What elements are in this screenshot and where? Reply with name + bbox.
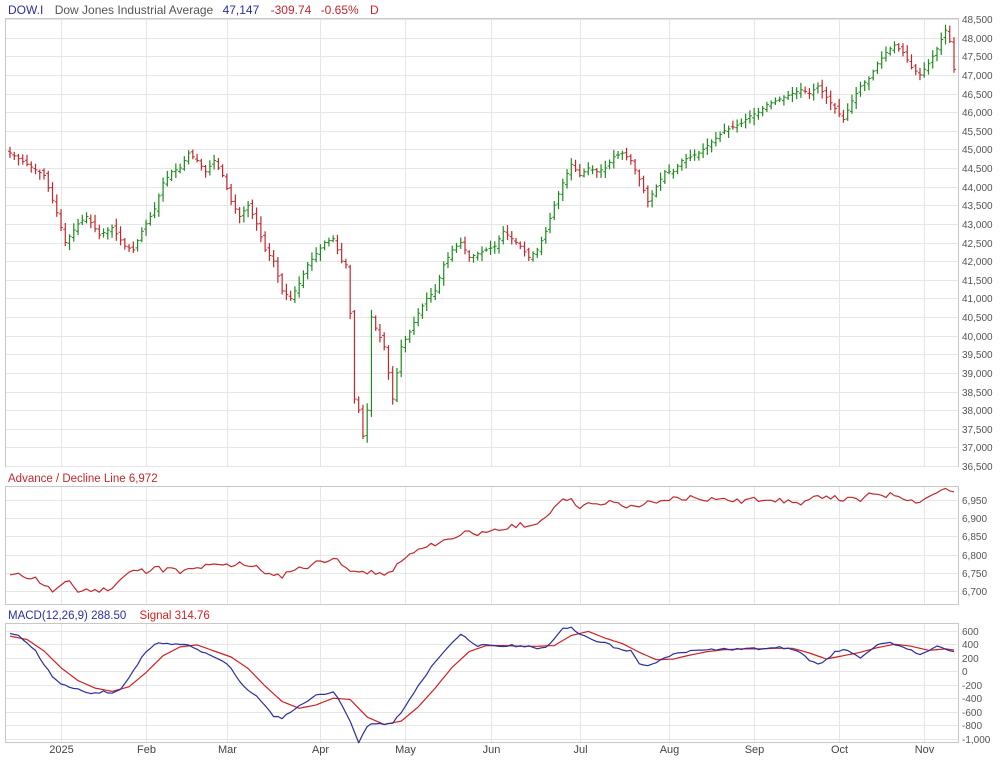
price-y-tick: 45,000 bbox=[962, 145, 993, 156]
macd-y-tick: 400 bbox=[962, 640, 979, 651]
price-y-tick: 47,500 bbox=[962, 52, 993, 63]
macd-panel-frame bbox=[5, 623, 959, 743]
macd-y-tick: -1,000 bbox=[962, 735, 991, 746]
price-y-tick: 38,500 bbox=[962, 388, 993, 399]
last-price: 47,147 bbox=[223, 3, 260, 17]
price-y-tick: 48,500 bbox=[962, 15, 993, 26]
price-y-tick: 46,000 bbox=[962, 108, 993, 119]
price-y-tick: 41,000 bbox=[962, 294, 993, 305]
price-y-tick: 44,500 bbox=[962, 164, 993, 175]
x-tick: 2025 bbox=[49, 744, 73, 756]
x-tick: Apr bbox=[312, 744, 329, 756]
macd-y-tick: 600 bbox=[962, 627, 979, 638]
macd-layer bbox=[9, 626, 955, 744]
macd-y-tick: -200 bbox=[962, 681, 982, 692]
x-tick: Nov bbox=[915, 744, 935, 756]
x-tick: Jun bbox=[483, 744, 501, 756]
x-tick: Sep bbox=[745, 744, 765, 756]
signal-label: Signal 314.76 bbox=[139, 610, 209, 622]
price-y-tick: 37,500 bbox=[962, 425, 993, 436]
price-y-tick: 37,000 bbox=[962, 443, 993, 454]
ad-line bbox=[9, 487, 955, 593]
macd-label: MACD(12,26,9) 288.50 bbox=[8, 610, 126, 622]
price-y-tick: 43,500 bbox=[962, 201, 993, 212]
chart-header: DOW.I Dow Jones Industrial Average 47,14… bbox=[8, 3, 379, 17]
price-y-tick: 39,500 bbox=[962, 350, 993, 361]
ad-y-tick: 6,950 bbox=[962, 496, 987, 507]
macd-line bbox=[9, 626, 955, 744]
grid-layer bbox=[6, 19, 958, 742]
ad-y-tick: 6,700 bbox=[962, 587, 987, 598]
symbol-label: DOW.I bbox=[8, 3, 43, 17]
x-tick: Aug bbox=[660, 744, 680, 756]
signal-line bbox=[9, 630, 955, 726]
macd-y-tick: 0 bbox=[962, 667, 968, 678]
period-label: D bbox=[370, 3, 379, 17]
y-tick-labels: 36,500 37,000 37,500 38,000 38,500 39,000 39,5… bbox=[962, 15, 993, 746]
macd-y-tick: -600 bbox=[962, 708, 982, 719]
ad-y-tick: 6,750 bbox=[962, 569, 987, 580]
macd-y-tick: -400 bbox=[962, 694, 982, 705]
macd-y-tick: -800 bbox=[962, 721, 982, 732]
index-name: Dow Jones Industrial Average bbox=[55, 3, 214, 17]
price-y-tick: 36,500 bbox=[962, 462, 993, 473]
price-y-tick: 38,000 bbox=[962, 406, 993, 417]
price-y-tick: 42,500 bbox=[962, 239, 993, 250]
price-y-tick: 41,500 bbox=[962, 276, 993, 287]
price-y-tick: 40,000 bbox=[962, 332, 993, 343]
price-change: -309.74 bbox=[271, 3, 312, 17]
x-tick: May bbox=[395, 744, 416, 756]
x-tick: Oct bbox=[831, 744, 848, 756]
macd-y-tick: 200 bbox=[962, 654, 979, 665]
ad-panel-frame bbox=[5, 486, 959, 605]
price-y-tick: 43,000 bbox=[962, 220, 993, 231]
price-y-tick: 47,000 bbox=[962, 71, 993, 82]
price-y-tick: 40,500 bbox=[962, 313, 993, 324]
ad-line-layer bbox=[9, 487, 955, 593]
price-panel-frame bbox=[5, 18, 959, 467]
x-tick: Feb bbox=[137, 744, 156, 756]
ad-y-tick: 6,850 bbox=[962, 532, 987, 543]
x-tick: Jul bbox=[573, 744, 587, 756]
price-y-tick: 44,000 bbox=[962, 183, 993, 194]
price-change-pct: -0.65% bbox=[321, 3, 359, 17]
macd-panel-legend: MACD(12,26,9) 288.50 Signal 314.76 bbox=[8, 610, 210, 622]
ad-y-tick: 6,800 bbox=[962, 551, 987, 562]
price-y-tick: 39,000 bbox=[962, 369, 993, 380]
x-tick-labels: 2025 Feb Mar Apr May Jun Jul Aug Sep Oct Nov bbox=[49, 744, 935, 756]
ad-panel-label: Advance / Decline Line 6,972 bbox=[8, 473, 158, 485]
price-y-tick: 46,500 bbox=[962, 90, 993, 101]
price-bars bbox=[8, 24, 956, 443]
price-y-tick: 48,000 bbox=[962, 34, 993, 45]
ad-y-tick: 6,900 bbox=[962, 514, 987, 525]
price-y-tick: 42,000 bbox=[962, 257, 993, 268]
price-y-tick: 45,500 bbox=[962, 127, 993, 138]
x-tick: Mar bbox=[218, 744, 237, 756]
